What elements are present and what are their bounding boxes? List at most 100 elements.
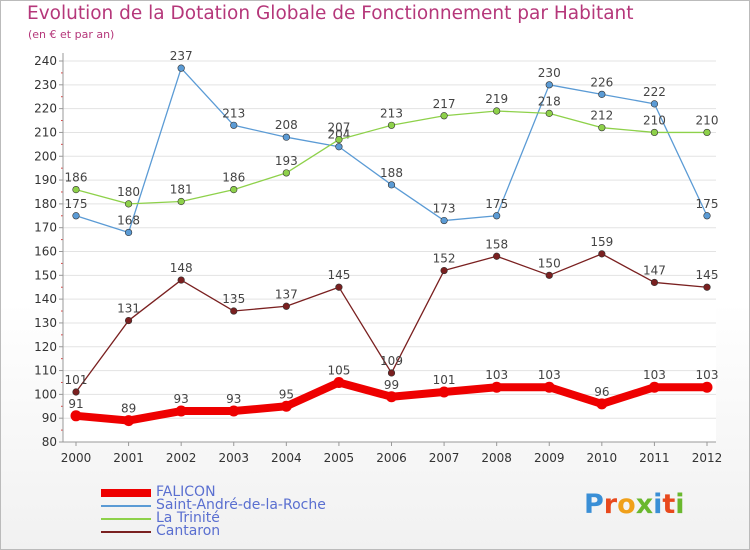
data-label: 193: [275, 154, 298, 168]
data-point: [282, 133, 290, 141]
data-point: [72, 388, 80, 396]
chart-subtitle: (en € et par an): [28, 28, 115, 41]
data-label: 226: [590, 75, 613, 89]
y-tick-label: 150: [34, 268, 57, 282]
data-point: [598, 250, 606, 258]
x-tick-label: 2007: [429, 451, 460, 465]
legend-label: La Trinité: [156, 510, 220, 526]
plot-area: [63, 53, 716, 442]
data-label: 131: [117, 302, 140, 316]
x-tick-label: 2004: [271, 451, 302, 465]
legend-item: FALICON: [101, 484, 361, 501]
data-point: [703, 212, 711, 220]
data-point: [440, 266, 448, 275]
data-point: [493, 107, 501, 115]
data-point: [387, 181, 396, 189]
legend-swatch: [101, 518, 151, 520]
data-point: [230, 121, 238, 129]
data-point: [650, 128, 659, 137]
y-tick-label: 80: [42, 435, 57, 449]
data-label: 95: [279, 387, 294, 401]
data-point: [282, 169, 290, 177]
data-point: [438, 386, 450, 398]
y-tick-label: 90: [42, 411, 57, 425]
legend-item: La Trinité: [101, 510, 361, 527]
data-label: 188: [380, 166, 403, 180]
data-point: [177, 276, 185, 284]
data-point: [703, 128, 711, 137]
data-point: [493, 212, 501, 220]
data-label: 207: [327, 121, 350, 135]
x-tick-label: 2000: [61, 451, 92, 465]
y-tick-label: 190: [34, 173, 57, 187]
data-point: [545, 109, 553, 117]
data-label: 210: [643, 113, 666, 127]
x-tick-label: 2001: [113, 451, 144, 465]
legend-swatch: [101, 531, 151, 533]
x-tick-label: 2008: [481, 451, 512, 465]
data-point: [72, 185, 80, 194]
data-point: [230, 185, 238, 194]
data-label: 217: [433, 97, 456, 111]
y-tick-label: 170: [34, 221, 57, 235]
y-tick-label: 200: [34, 149, 57, 163]
data-label: 105: [327, 363, 350, 377]
data-label: 96: [594, 385, 609, 399]
legend-item: Saint-André-de-la-Roche: [101, 497, 361, 514]
data-point: [386, 391, 397, 403]
data-point: [282, 302, 290, 310]
data-label: 145: [696, 268, 719, 282]
data-point: [177, 64, 185, 72]
data-label: 175: [696, 197, 719, 211]
y-tick-label: 130: [34, 316, 57, 330]
data-point: [596, 398, 608, 410]
data-label: 213: [380, 106, 403, 120]
data-point: [491, 381, 503, 393]
y-tick-label: 180: [34, 197, 57, 211]
data-label: 175: [485, 197, 508, 211]
data-label: 152: [433, 252, 456, 266]
data-label: 208: [275, 118, 298, 132]
y-tick-label: 110: [34, 364, 57, 378]
y-tick-label: 100: [34, 387, 57, 401]
legend-label: FALICON: [156, 484, 216, 500]
data-label: 212: [590, 109, 613, 123]
data-label: 103: [696, 368, 719, 382]
data-point: [648, 381, 660, 393]
y-tick-label: 120: [34, 340, 57, 354]
chart-title: Evolution de la Dotation Globale de Fonc…: [27, 3, 634, 24]
x-tick-label: 2011: [639, 451, 670, 465]
legend-label: Cantaron: [156, 523, 221, 539]
x-tick-label: 2009: [534, 451, 565, 465]
data-point: [650, 278, 659, 287]
data-label: 210: [696, 113, 719, 127]
data-label: 93: [174, 392, 189, 406]
data-label: 103: [643, 368, 666, 382]
data-point: [228, 405, 240, 417]
data-point: [280, 400, 292, 412]
data-point: [387, 369, 396, 377]
data-point: [72, 212, 80, 220]
data-point: [650, 100, 659, 108]
data-point: [230, 307, 238, 315]
data-label: 99: [384, 378, 399, 392]
data-point: [124, 200, 133, 208]
legend-item: Cantaron: [101, 523, 361, 540]
data-label: 103: [485, 368, 508, 382]
data-label: 101: [433, 373, 456, 387]
data-point: [177, 197, 185, 206]
data-point: [440, 216, 448, 225]
data-label: 186: [65, 171, 88, 185]
data-point: [701, 381, 713, 393]
x-tick-label: 2005: [324, 451, 355, 465]
y-tick-label: 140: [34, 292, 57, 306]
y-tick-label: 160: [34, 245, 57, 259]
data-label: 237: [170, 49, 193, 63]
data-label: 145: [327, 268, 350, 282]
data-label: 168: [117, 213, 140, 227]
y-tick-label: 240: [34, 54, 57, 68]
data-label: 186: [222, 171, 245, 185]
data-point: [598, 124, 606, 132]
